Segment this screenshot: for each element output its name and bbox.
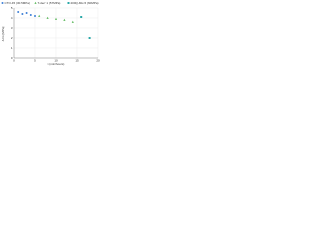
x-tick-label: 10 [54,58,58,62]
y-tick-label: 5 [11,6,13,10]
x-tick-label: 15 [75,58,79,62]
legend-label: T-dec' 1 (57MPa) [38,1,61,5]
y-tick-label: 2 [11,36,13,40]
marker [71,20,74,23]
marker [63,18,66,21]
marker [25,12,28,14]
marker [34,15,36,17]
marker [21,13,24,15]
y-tick-label: 4 [11,16,13,20]
y-tick-label: 1 [11,46,13,50]
marker [88,37,91,39]
y-tick-label: 0 [11,56,13,60]
x-tick-label: 0 [13,58,15,62]
marker [17,11,20,13]
legend-label: CTO-45 (30.5MPa) [5,1,30,5]
x-tick-label: 5 [34,58,36,62]
page: {"chart_data": {"type": "scatter", "x_la… [0,0,100,66]
marker [54,17,58,20]
marker [34,1,37,4]
marker [67,2,70,4]
legend-label: 200Q-Mix-5 (60MPa) [71,1,99,5]
marker [46,16,49,19]
x-tick-label: 20 [96,58,100,62]
marker [29,14,32,16]
marker [1,2,4,4]
y-tick-label: 3 [11,26,13,30]
y-axis-label: Δ Fs [MPa] [1,27,5,42]
marker [38,14,41,17]
marker [80,16,83,18]
x-axis-label: t (min/hours) [48,62,65,66]
